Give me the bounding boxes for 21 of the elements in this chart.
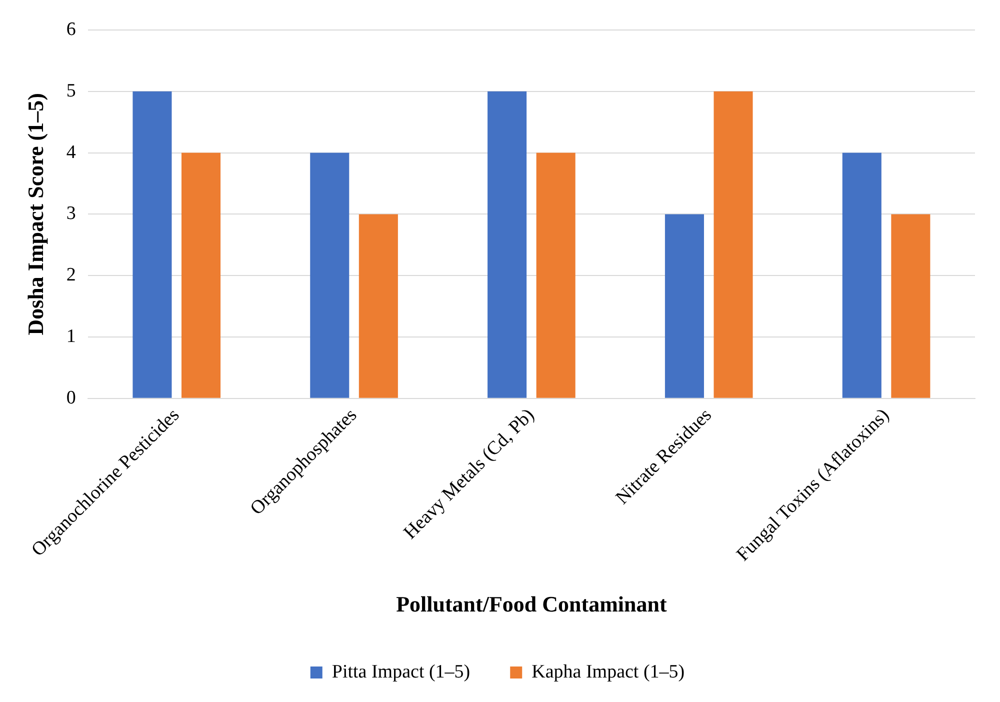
bar [891, 214, 930, 398]
bar [132, 91, 172, 398]
bar [536, 152, 576, 398]
y-tick-label: 4 [66, 142, 76, 163]
y-axis-title: Dosha Impact Score (1–5) [22, 93, 48, 336]
y-tick-label: 2 [66, 264, 76, 286]
legend-label: Kapha Impact (1–5) [532, 661, 685, 682]
x-axis-title: Pollutant/Food Contaminant [396, 591, 668, 616]
y-tick-label: 3 [66, 203, 76, 224]
bar [842, 152, 882, 398]
bar [714, 91, 753, 398]
bar [664, 214, 704, 398]
y-tick-label: 5 [66, 80, 76, 102]
y-tick-label: 6 [66, 18, 76, 40]
bar [488, 91, 527, 398]
y-tick-label: 0 [66, 387, 76, 408]
bar [181, 152, 221, 398]
legend-label: Pitta Impact (1–5) [332, 661, 470, 682]
bar [358, 214, 398, 398]
y-tick-label: 1 [66, 326, 76, 347]
bar [310, 152, 350, 398]
